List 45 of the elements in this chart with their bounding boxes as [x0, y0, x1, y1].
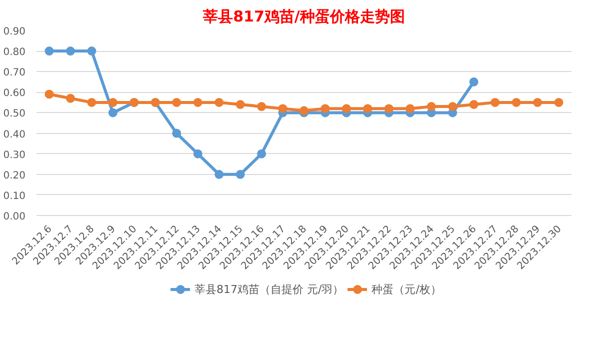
legend-label: 莘县817鸡苗（自提价 元/羽）	[194, 282, 344, 296]
y-tick-label: 0.30	[3, 150, 26, 161]
point	[193, 149, 202, 158]
point	[533, 98, 542, 107]
y-tick-label: 0.80	[3, 47, 26, 58]
point	[384, 104, 394, 114]
point	[512, 98, 521, 107]
y-tick-label: 0.20	[3, 170, 26, 182]
point	[214, 98, 224, 107]
point	[172, 98, 182, 107]
point	[108, 98, 118, 107]
point	[320, 104, 330, 114]
legend-label: 种蛋（元/枚）	[372, 282, 442, 296]
y-tick-label: 0.60	[3, 88, 26, 100]
chart-title: 莘县817鸡苗/种蛋价格走势图	[202, 8, 405, 26]
point	[257, 149, 266, 158]
y-tick-label: 0.90	[3, 26, 26, 38]
point	[172, 128, 182, 138]
point	[87, 98, 96, 107]
point	[193, 98, 202, 107]
point	[469, 100, 478, 109]
y-tick-label: 0.40	[3, 129, 26, 140]
y-tick-label: 0.70	[3, 68, 26, 79]
point	[257, 102, 266, 112]
point	[363, 104, 372, 114]
point	[406, 104, 415, 114]
point	[554, 98, 564, 107]
y-tick-label: 0.50	[3, 108, 26, 120]
point	[87, 46, 96, 56]
y-tick-label: 0.10	[3, 190, 26, 202]
point	[66, 46, 75, 56]
point	[66, 94, 75, 103]
point	[342, 104, 351, 114]
point	[44, 90, 54, 99]
point	[469, 77, 478, 86]
point	[236, 100, 245, 109]
point	[236, 170, 245, 179]
point	[448, 102, 458, 112]
point	[44, 46, 54, 56]
y-tick-label: 0.00	[3, 212, 26, 222]
point	[214, 170, 224, 179]
point	[108, 108, 118, 118]
point	[490, 98, 500, 107]
point	[426, 102, 436, 112]
point	[278, 104, 288, 114]
